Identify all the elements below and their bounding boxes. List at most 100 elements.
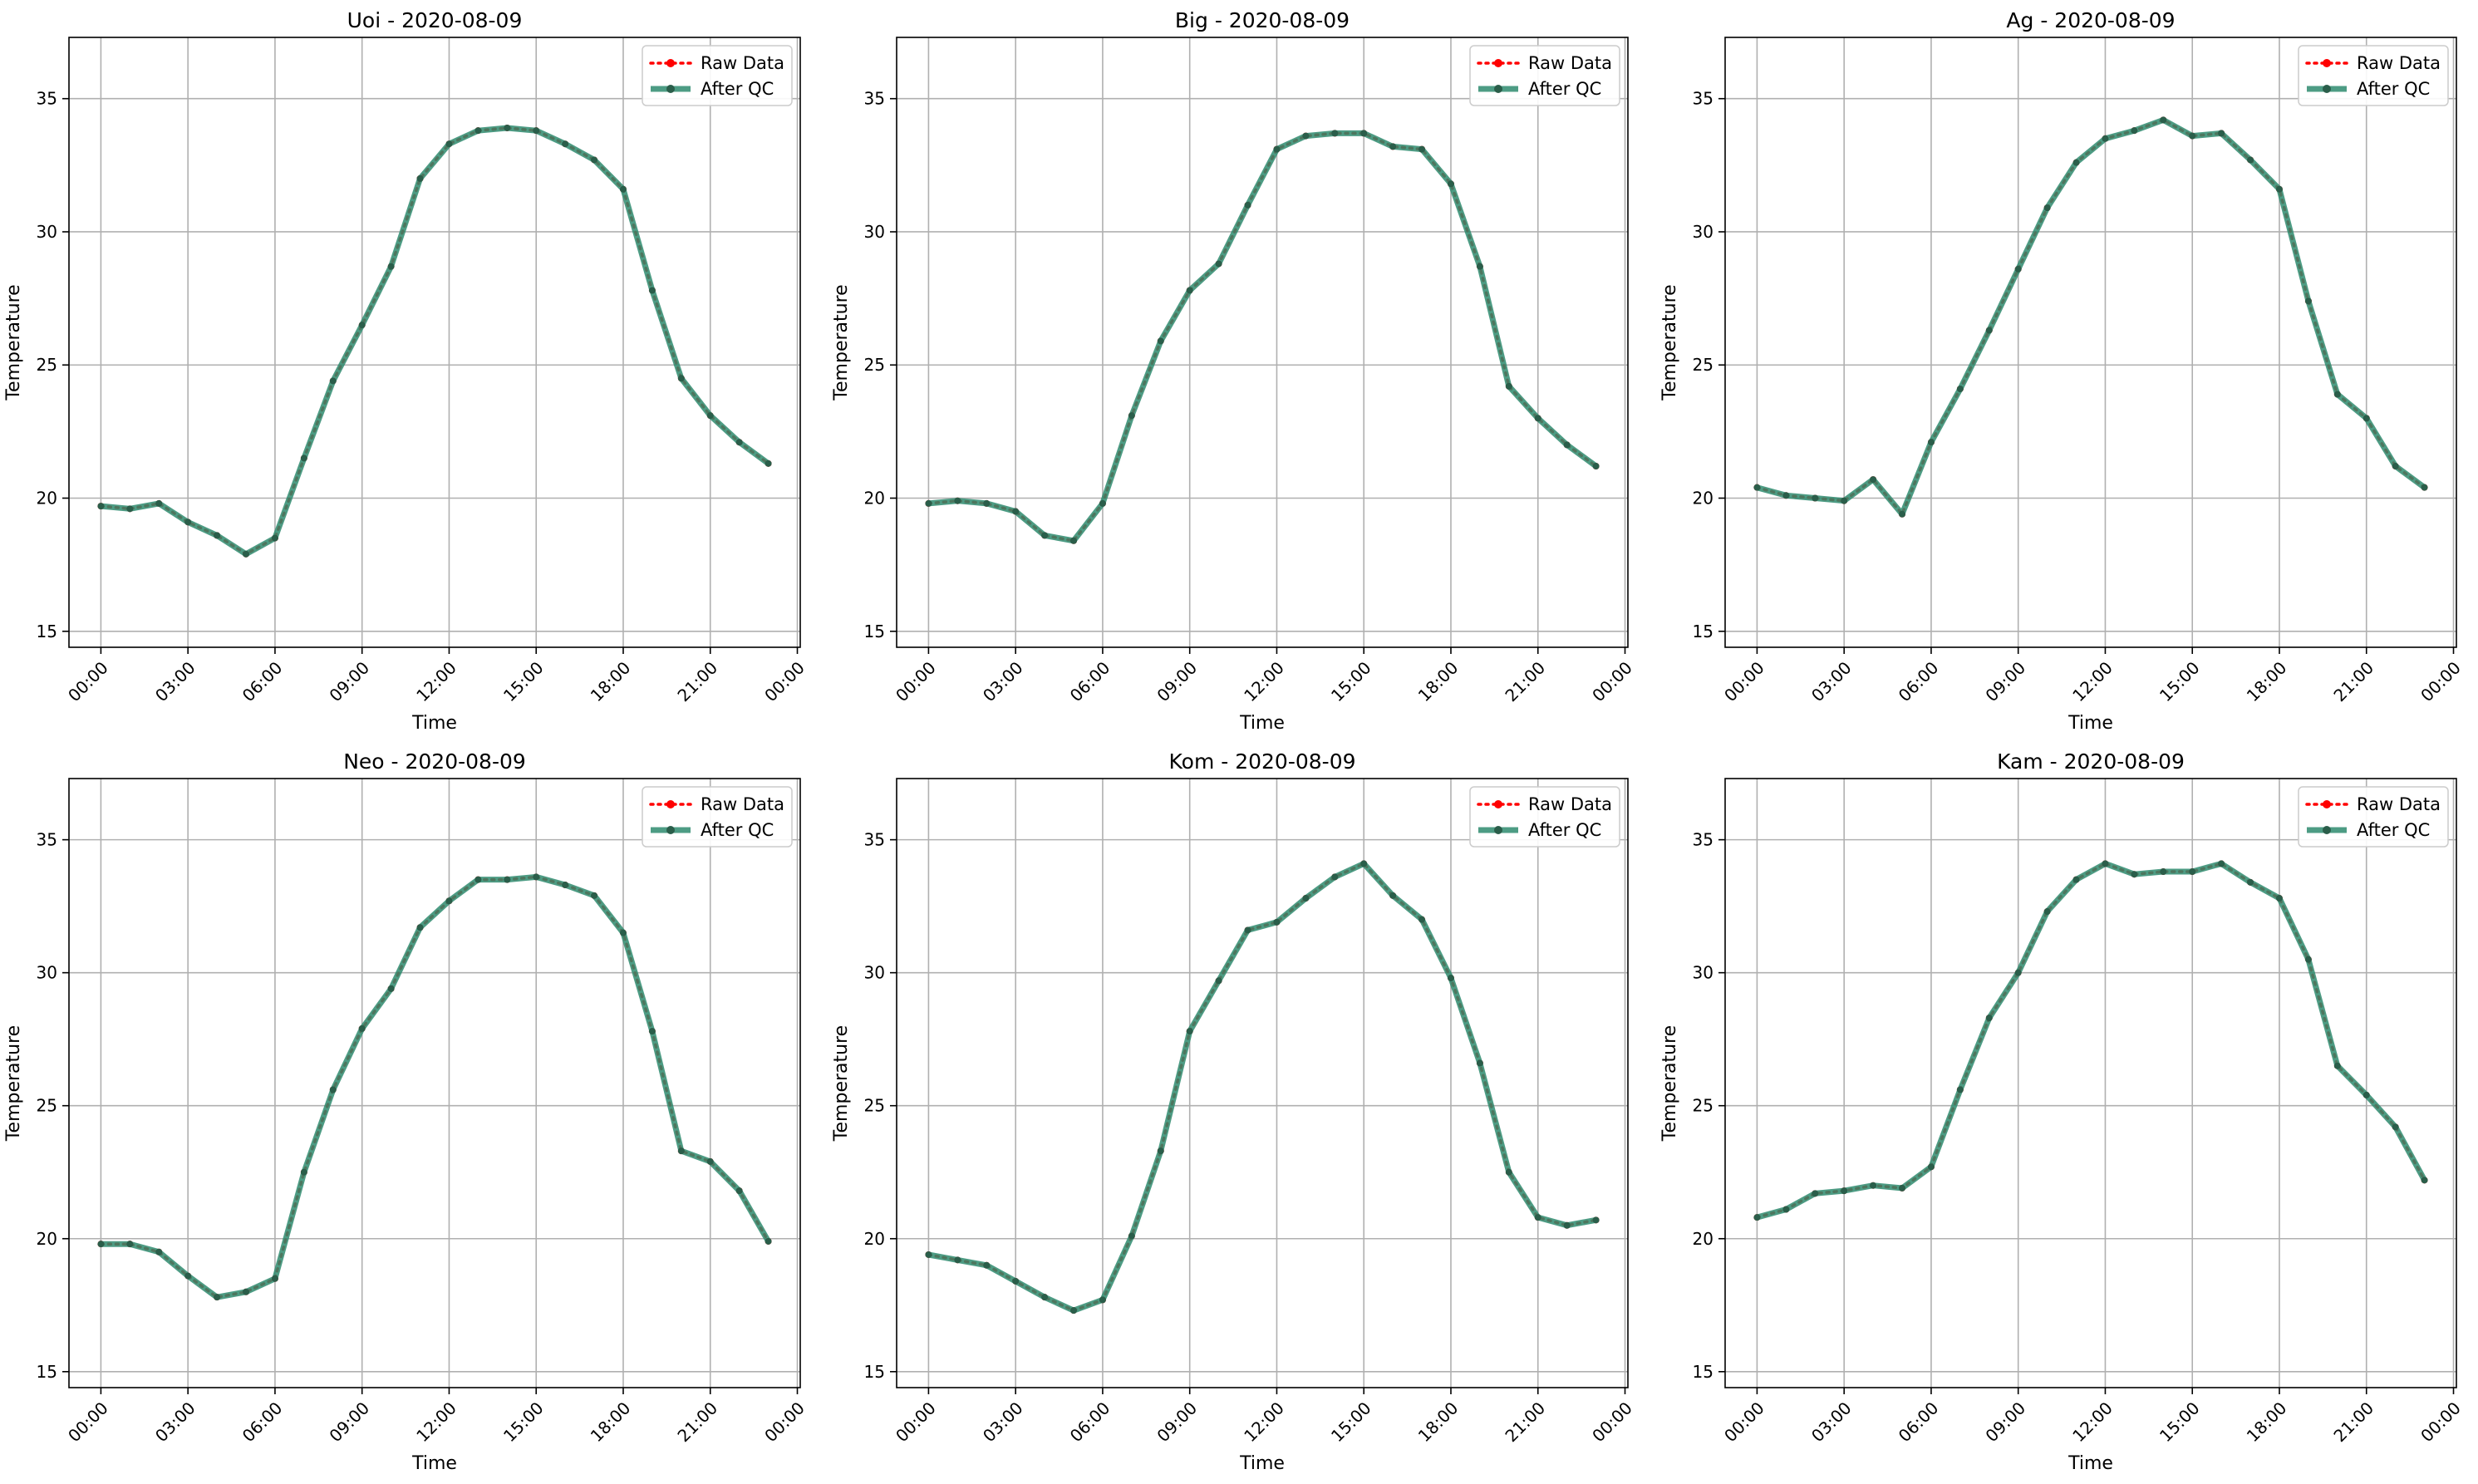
- chart-5-qc-point: [1099, 1296, 1106, 1304]
- chart-6-qc-point: [2160, 868, 2167, 876]
- chart-1-title: Uoi - 2020-08-09: [347, 8, 523, 32]
- chart-5-qc-point: [1418, 916, 1426, 923]
- chart-3-qc-point: [1899, 510, 1906, 518]
- chart-3-y-axis-label: Temperature: [1659, 284, 1680, 400]
- chart-6-x-tick-label: 21:00: [2329, 1398, 2377, 1446]
- chart-3-y-tick-label: 30: [1693, 222, 1713, 242]
- chart-4-legend-raw-label: Raw Data: [701, 794, 784, 814]
- chart-2-qc-point: [1447, 180, 1454, 188]
- chart-1-qc-point: [243, 550, 250, 558]
- chart-3-legend: Raw Data After QC: [2298, 45, 2449, 106]
- chart-1-y-tick-label: 20: [37, 489, 57, 509]
- chart-1-x-tick-label: 03:00: [151, 657, 199, 705]
- chart-3-legend-raw-label: Raw Data: [2357, 53, 2441, 73]
- chart-3-qc-point: [2275, 185, 2283, 193]
- chart-4-x-tick-label: 06:00: [238, 1398, 287, 1446]
- chart-5-qc-point: [1505, 1168, 1512, 1176]
- chart-5-qc-point: [1012, 1277, 1020, 1285]
- chart-2-qc-point: [1331, 130, 1339, 137]
- chart-3-series-raw-line: [1755, 118, 2426, 518]
- chart-2-qc-point: [1360, 130, 1368, 137]
- chart-1-qc-point: [619, 185, 627, 193]
- chart-2-qc-point: [1012, 508, 1020, 515]
- chart-2-title: Big - 2020-08-09: [1175, 8, 1350, 32]
- chart-4-qc-point: [619, 929, 627, 936]
- chart-1-x-tick-label: 12:00: [412, 657, 460, 705]
- chart-1-y-tick-label: 30: [37, 222, 57, 242]
- chart-4-qc-point: [533, 873, 540, 881]
- chart-3-y-tick-label: 20: [1693, 489, 1713, 509]
- chart-1-qc-point: [765, 459, 772, 467]
- chart-2-qc-point: [1592, 463, 1600, 470]
- chart-1-x-axis-label: Time: [411, 713, 457, 734]
- chart-1-qc-point: [387, 263, 395, 270]
- chart-6-legend-raw-marker: [2323, 800, 2331, 808]
- chart-6-qc-point: [2247, 878, 2254, 886]
- chart-4-qc-point: [271, 1275, 278, 1282]
- chart-3-legend-qc-marker: [2323, 85, 2331, 93]
- chart-4-qc-point: [97, 1241, 105, 1248]
- chart-1-axes-frame: [68, 37, 801, 648]
- chart-3-qc-point: [2304, 297, 2312, 305]
- chart-1-qc-point: [591, 156, 598, 164]
- chart-6-qc-point: [1985, 1015, 1993, 1022]
- chart-2-qc-point: [1389, 143, 1397, 150]
- chart-2-qc-point: [1302, 132, 1310, 140]
- chart-1-legend: Raw Data After QC: [642, 45, 793, 106]
- chart-4-qc-point: [504, 876, 511, 883]
- chart-4-qc-point: [735, 1187, 743, 1195]
- chart-2-x-tick-label: 15:00: [1327, 657, 1375, 705]
- chart-3-qc-point: [2333, 391, 2341, 398]
- chart-2-x-tick-label: 18:00: [1414, 657, 1463, 705]
- chart-6-qc-point: [2421, 1177, 2428, 1184]
- chart-3-qc-point: [1985, 327, 1993, 334]
- chart-4-qc-point: [184, 1272, 192, 1280]
- chart-6-x-tick-label: 00:00: [1720, 1398, 1768, 1446]
- chart-2-qc-point: [954, 497, 961, 504]
- chart-4-y-axis-label: Temperature: [3, 1025, 24, 1142]
- chart-4-x-tick-label: 03:00: [151, 1398, 199, 1446]
- chart-1-qc-point: [677, 375, 685, 382]
- chart-3-y-tick-label: 25: [1693, 355, 1713, 375]
- chart-5-qc-point: [1389, 892, 1397, 899]
- chart-1-qc-point: [126, 505, 134, 513]
- chart-6-x-tick-label: 00:00: [2417, 1398, 2465, 1446]
- chart-3-series-qc-line: [1756, 116, 2426, 518]
- chart-3-qc-point: [2189, 132, 2196, 140]
- chart-6-x-tick-label: 03:00: [1807, 1398, 1856, 1446]
- chart-2-y-tick-label: 15: [864, 622, 885, 641]
- chart-2-legend-raw-marker: [1494, 59, 1502, 67]
- chart-6-qc-point: [2189, 868, 2196, 876]
- chart-4-qc-point: [474, 876, 482, 883]
- chart-5-qc-point: [1360, 860, 1368, 867]
- chart-2-qc-point: [1215, 260, 1222, 268]
- chart-3-qc-point: [1956, 386, 1964, 393]
- chart-2-qc-point: [1099, 499, 1106, 507]
- chart-6-series-qc-line: [1756, 860, 2427, 1221]
- chart-3-x-tick-label: 00:00: [1720, 657, 1768, 705]
- chart-5-qc-point: [1302, 895, 1310, 902]
- chart-3-qc-point: [2014, 265, 2022, 273]
- chart-5-x-axis-label: Time: [1239, 1453, 1285, 1474]
- chart-4-qc-point: [300, 1168, 307, 1176]
- chart-6-qc-point: [1870, 1182, 1877, 1189]
- chart-4-x-tick-label: 09:00: [325, 1398, 373, 1446]
- chart-2-x-tick-label: 06:00: [1066, 657, 1114, 705]
- chart-3-panel: 00:00 03:00 06:00 09:00 12:00 15:00 18:00 21:00…: [1659, 8, 2465, 734]
- chart-1-legend-qc-label: After QC: [701, 79, 774, 99]
- chart-2-legend-qc-marker: [1494, 85, 1502, 93]
- chart-5-title: Kom - 2020-08-09: [1169, 749, 1356, 774]
- chart-1-x-tick-label: 18:00: [587, 657, 635, 705]
- chart-1-x-tick-label: 06:00: [238, 657, 287, 705]
- chart-2-qc-point: [1070, 537, 1078, 544]
- chart-5-qc-point: [1476, 1059, 1483, 1067]
- chart-1-qc-point: [504, 124, 511, 131]
- chart-4-qc-point: [416, 924, 424, 931]
- chart-5-legend-raw-label: Raw Data: [1528, 794, 1612, 814]
- chart-5-series-qc-line: [927, 860, 1597, 1314]
- chart-3-title: Ag - 2020-08-09: [2006, 8, 2175, 32]
- chart-4-qc-point: [387, 985, 395, 992]
- chart-4-x-axis-label: Time: [411, 1453, 457, 1474]
